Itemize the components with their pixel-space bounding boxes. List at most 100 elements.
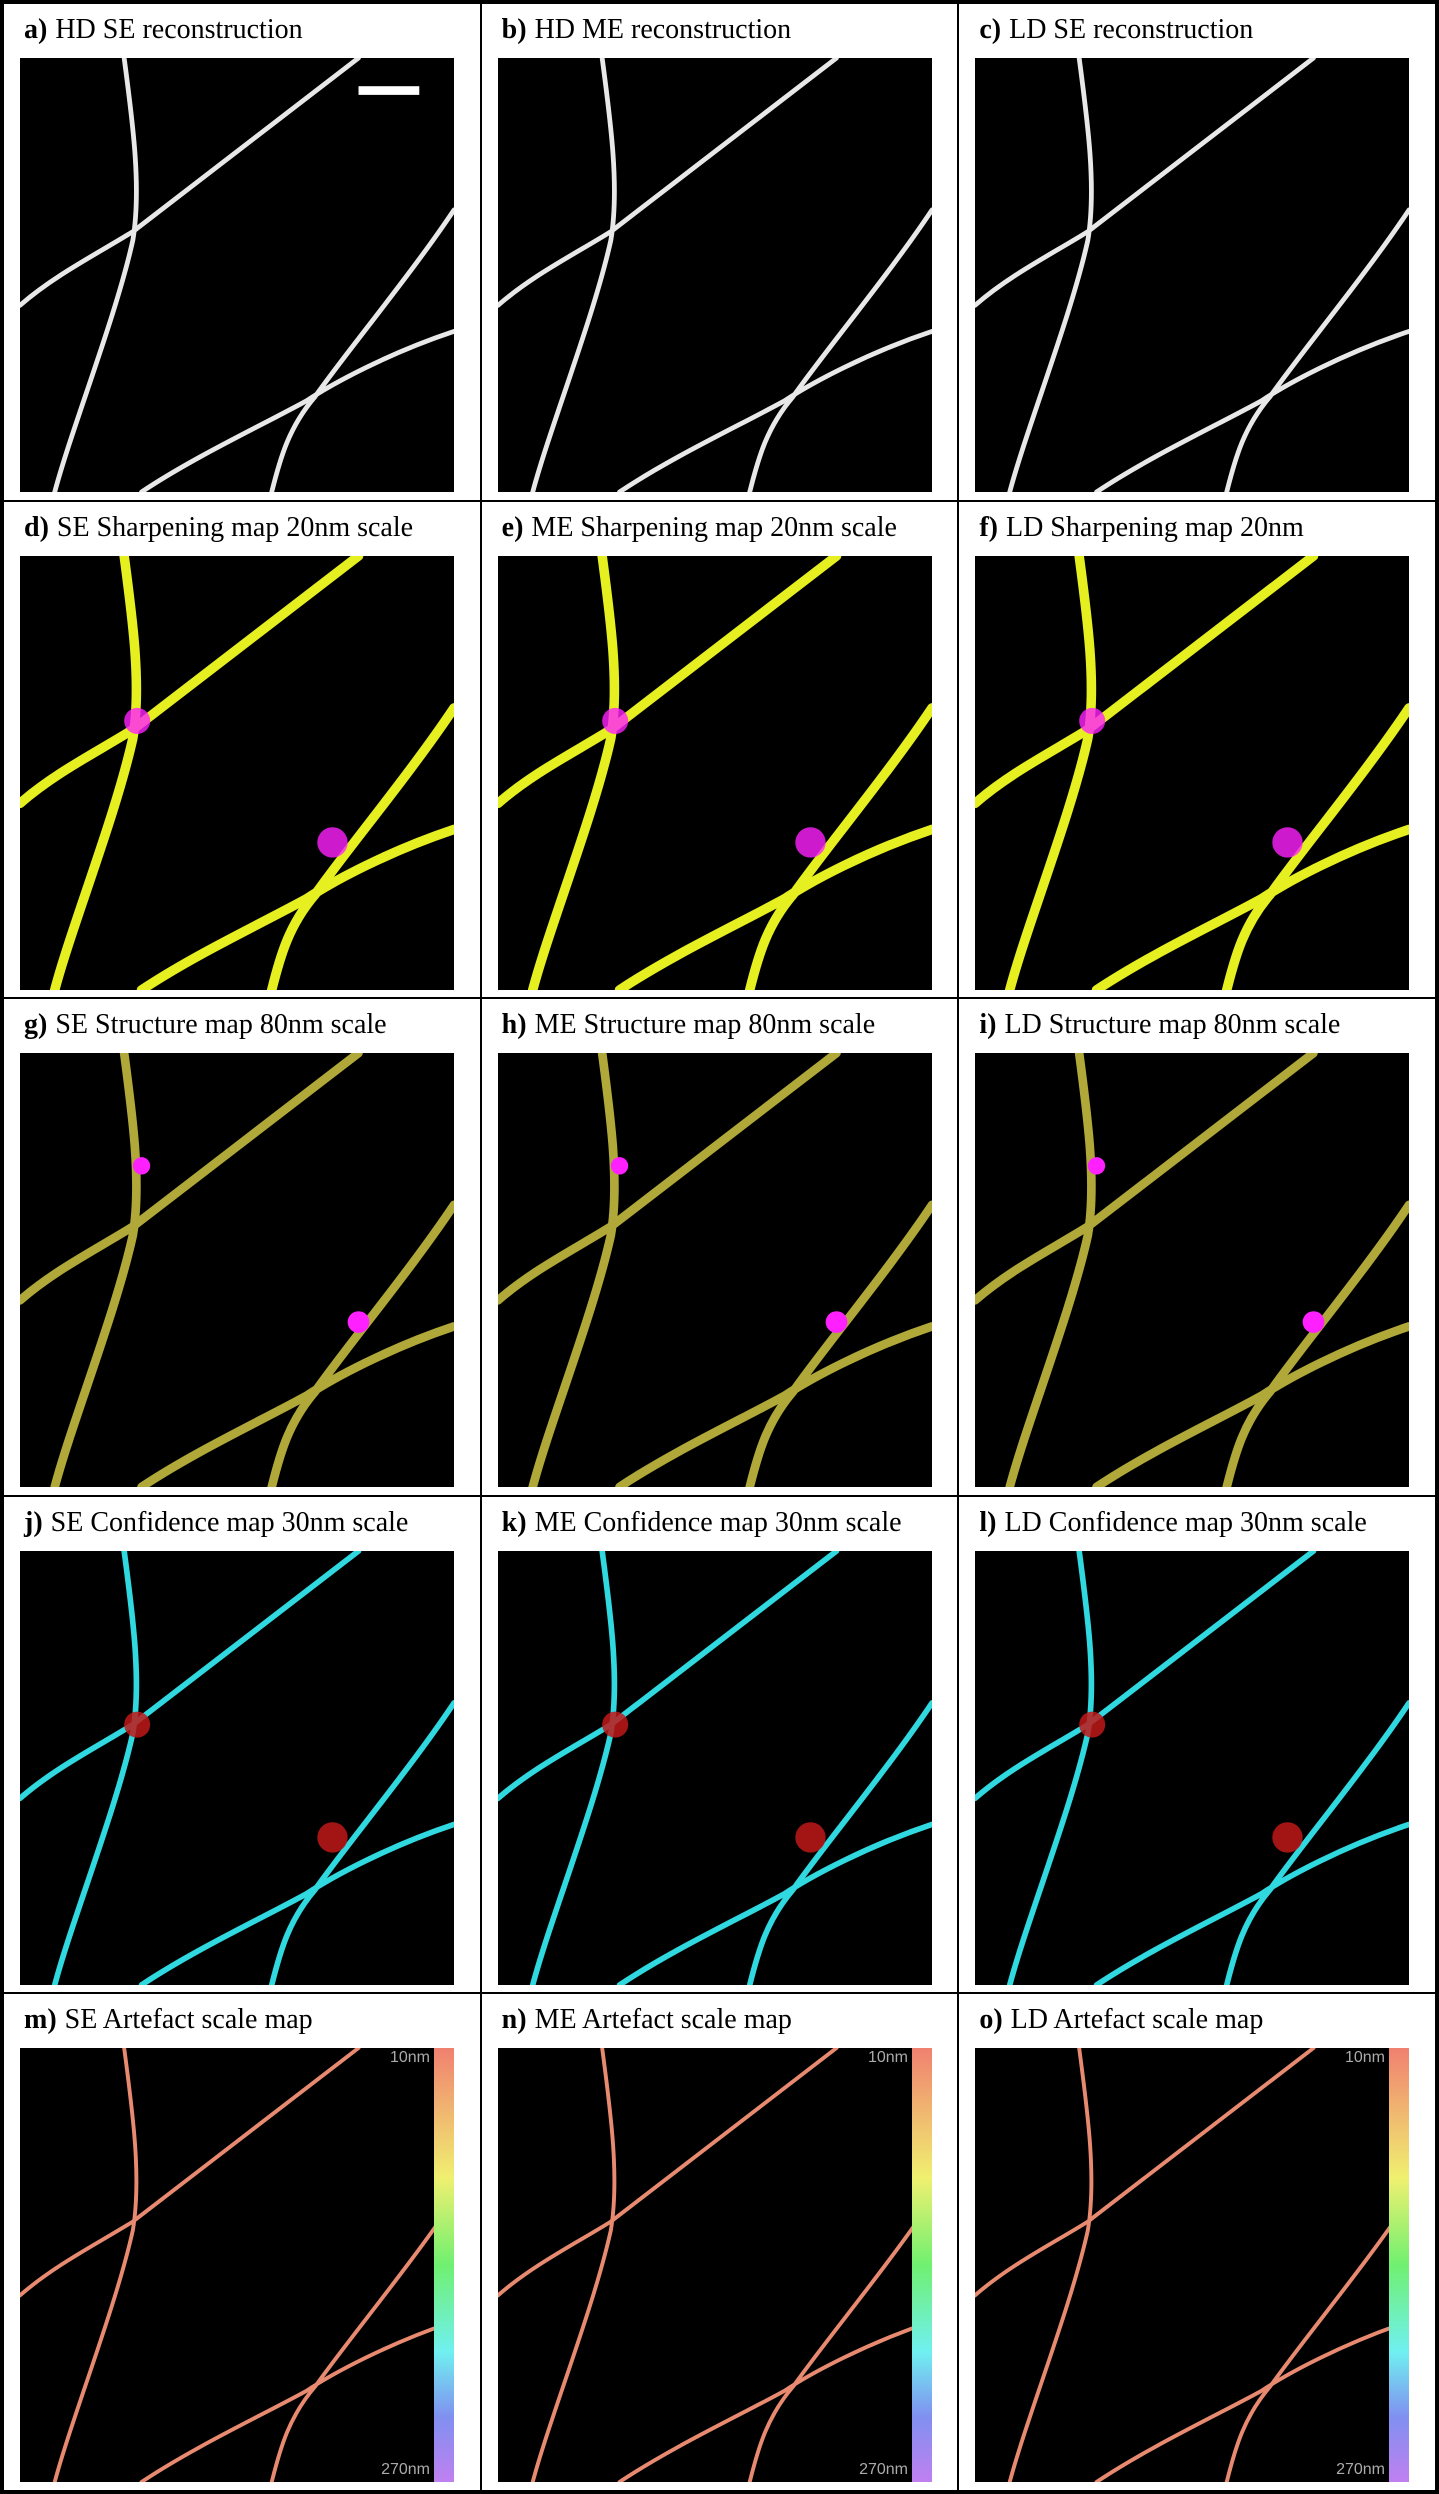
- panel-title: ME Sharpening map 20nm scale: [531, 511, 897, 543]
- colorbar-gradient: [434, 2048, 454, 2483]
- artefact-region: [1272, 826, 1303, 858]
- panel-letter: l): [979, 1506, 997, 1538]
- panel-letter: o): [979, 2004, 1003, 2036]
- artefact-region: [124, 707, 151, 734]
- panel-letter: m): [24, 2004, 57, 2036]
- filament: [1222, 702, 1410, 990]
- artefact-region: [124, 1711, 151, 1738]
- figure-panel: g) SE Structure map 80nm scale: [3, 998, 481, 1496]
- filament: [20, 555, 364, 808]
- filament: [267, 1200, 454, 1488]
- panel-caption: h) ME Structure map 80nm scale: [502, 1009, 876, 1041]
- figure-panel: b) HD ME reconstruction: [480, 3, 959, 501]
- filament: [975, 58, 1317, 308]
- filament: [269, 207, 454, 492]
- filament: [1094, 1821, 1410, 1985]
- panel-letter: c): [979, 14, 1002, 45]
- colorbar-label: 10nm: [1345, 2049, 1385, 2066]
- filament: [528, 1053, 619, 1488]
- panel-title: SE Artefact scale map: [64, 2004, 313, 2036]
- filament: [20, 1053, 363, 1305]
- image-background: [975, 2048, 1410, 2483]
- filament: [138, 1821, 454, 1985]
- panel-title: HD SE reconstruction: [55, 14, 303, 45]
- filament: [975, 2048, 1316, 2298]
- image-background: [497, 58, 932, 492]
- colorbar-label: 270nm: [381, 2461, 430, 2478]
- filament: [530, 2048, 617, 2483]
- filament: [1094, 2319, 1410, 2483]
- panel-caption: l) LD Confidence map 30nm scale: [979, 1507, 1366, 1539]
- panel-title: LD Structure map 80nm scale: [1004, 1009, 1341, 1041]
- artefact-region: [794, 826, 826, 858]
- colorbar-label: 10nm: [390, 2049, 430, 2066]
- filament: [975, 555, 1319, 808]
- filament: [1224, 207, 1410, 492]
- filament: [268, 1699, 454, 1985]
- artefact-region: [1302, 1311, 1325, 1334]
- filament: [139, 2319, 454, 2483]
- panel-caption: a) HD SE reconstruction: [24, 14, 303, 46]
- panel-letter: h): [501, 1009, 527, 1041]
- panel-caption: d) SE Sharpening map 20nm scale: [24, 512, 413, 544]
- colorbar-label: 270nm: [1336, 2461, 1385, 2478]
- figure-panel: a) HD SE reconstruction: [3, 3, 481, 501]
- colorbar: 10nm 270nm: [859, 2048, 932, 2483]
- filament: [617, 2319, 932, 2483]
- panel-caption: b) HD ME reconstruction: [502, 14, 792, 46]
- colorbar-label: 10nm: [868, 2049, 908, 2066]
- filament: [52, 2048, 139, 2483]
- filament: [746, 1699, 932, 1985]
- panel-title: LD SE reconstruction: [1009, 14, 1254, 45]
- filament: [1222, 1200, 1410, 1488]
- filament: [745, 1200, 932, 1488]
- panel-letter: k): [501, 1506, 527, 1538]
- micrograph: [20, 1053, 454, 1488]
- artefact-region: [601, 1711, 628, 1738]
- panel-letter: f): [979, 511, 998, 543]
- filament: [497, 58, 839, 308]
- micrograph: [497, 555, 932, 990]
- micrograph: [497, 1053, 932, 1488]
- filament: [1007, 1550, 1095, 1985]
- micrograph: [975, 555, 1410, 990]
- figure-panel: o) LD Artefact scale map 10nm 270nm: [958, 1993, 1436, 2491]
- panel-caption: f) LD Sharpening map 20nm: [979, 512, 1304, 544]
- panel-caption: n) ME Artefact scale map: [502, 2004, 792, 2036]
- micrograph: [975, 58, 1410, 492]
- micrograph: [497, 2048, 932, 2483]
- panel-title: ME Structure map 80nm scale: [534, 1009, 876, 1041]
- panel-letter: d): [24, 511, 49, 543]
- figure-panel: d) SE Sharpening map 20nm scale: [3, 500, 481, 999]
- filament: [746, 207, 932, 492]
- figure-panel: k) ME Confidence map 30nm scale: [480, 1495, 959, 1994]
- image-background: [20, 555, 454, 990]
- panel-caption: j) SE Confidence map 30nm scale: [24, 1507, 408, 1539]
- image-background: [20, 1550, 454, 1985]
- filament: [1005, 555, 1097, 990]
- filament: [529, 58, 617, 492]
- filament: [20, 58, 361, 308]
- image-background: [20, 2048, 454, 2483]
- colorbar: 10nm 270nm: [381, 2048, 454, 2483]
- image-background: [497, 1550, 932, 1985]
- figure-panel: n) ME Artefact scale map 10nm 270nm: [480, 1993, 959, 2491]
- artefact-region: [317, 1822, 348, 1853]
- filament: [747, 2198, 932, 2483]
- panel-caption: k) ME Confidence map 30nm scale: [502, 1507, 902, 1539]
- filament: [20, 2048, 361, 2298]
- filament: [529, 1550, 617, 1985]
- image-background: [497, 1053, 932, 1488]
- figure-panel: c) LD SE reconstruction: [958, 3, 1436, 501]
- panel-letter: n): [501, 2004, 527, 2036]
- filament: [975, 1053, 1319, 1305]
- filament: [1005, 1053, 1097, 1488]
- filament: [497, 2048, 839, 2298]
- filament: [50, 1053, 141, 1488]
- filament: [1007, 58, 1095, 492]
- micrograph: [497, 58, 932, 492]
- filament: [1008, 2048, 1094, 2483]
- filament: [497, 555, 841, 808]
- micrograph: [975, 1550, 1410, 1985]
- filament: [1224, 1699, 1410, 1985]
